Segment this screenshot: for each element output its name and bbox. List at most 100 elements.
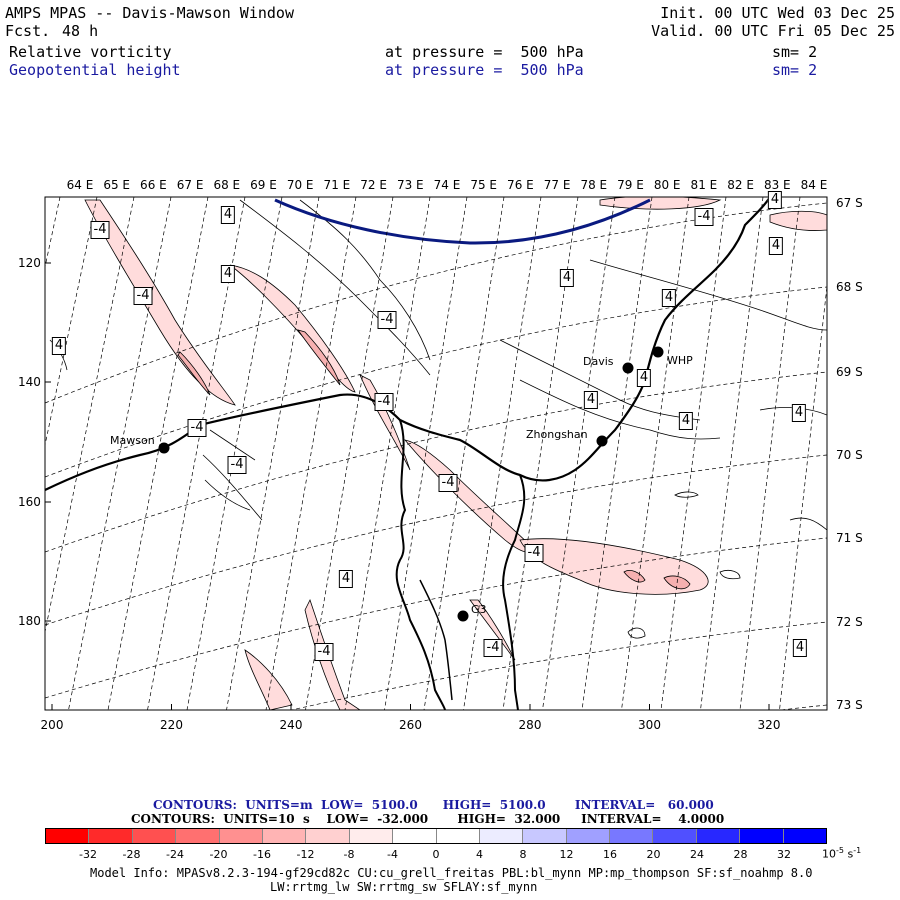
meridian-line bbox=[542, 197, 616, 710]
latitude-label: 67 S bbox=[836, 196, 863, 210]
meridian-line bbox=[700, 197, 764, 710]
colorbar-swatch bbox=[132, 829, 177, 843]
contour-label: 4 bbox=[338, 570, 354, 588]
meridian-line bbox=[463, 197, 542, 710]
contour-label: -4 bbox=[374, 393, 394, 411]
colorbar-swatch bbox=[523, 829, 567, 843]
longitude-label: 74 E bbox=[433, 178, 461, 192]
contour-label: 4 bbox=[792, 639, 808, 657]
contour-label: 4 bbox=[678, 412, 694, 430]
height-contour-info: CONTOURS: UNITS=m LOW= 5100.0 HIGH= 5100… bbox=[153, 798, 714, 812]
x-tick-label: 220 bbox=[160, 718, 183, 732]
latitude-label: 68 S bbox=[836, 280, 863, 294]
y-tick-label: 120 bbox=[18, 256, 41, 270]
station-label-davis: Davis bbox=[583, 355, 614, 368]
longitude-label: 81 E bbox=[690, 178, 718, 192]
meridian-line bbox=[226, 197, 320, 710]
station-label-mawson: Mawson bbox=[110, 434, 155, 447]
colorbar-swatch bbox=[262, 829, 307, 843]
colorbar-label: 28 bbox=[733, 848, 748, 861]
longitude-label: 79 E bbox=[617, 178, 644, 192]
station-marker-mawson bbox=[158, 442, 170, 454]
contour-label: -4 bbox=[227, 456, 247, 474]
colorbar-unit: 10-5 s-1 bbox=[822, 846, 862, 861]
meridian-line bbox=[581, 197, 653, 710]
longitude-label: 84 E bbox=[800, 178, 828, 192]
colorbar-label: -12 bbox=[296, 848, 315, 861]
colorbar-swatch bbox=[479, 829, 524, 843]
meridian-line bbox=[265, 197, 357, 710]
meridian-line bbox=[305, 197, 394, 710]
vorticity-shading bbox=[84, 197, 827, 710]
colorbar-label: -20 bbox=[209, 848, 228, 861]
contour-label: -4 bbox=[187, 419, 207, 437]
y-tick-label: 140 bbox=[18, 375, 41, 389]
colorbar-label: 20 bbox=[646, 848, 661, 861]
colorbar-swatch bbox=[176, 829, 220, 843]
longitude-label: 72 E bbox=[360, 178, 387, 192]
forecast-value: 48 h bbox=[62, 22, 99, 40]
meridian-line bbox=[660, 197, 727, 710]
longitude-label: 64 E bbox=[66, 178, 94, 192]
field2-level: at pressure = 500 hPa bbox=[385, 61, 584, 79]
station-label-g3: G3 bbox=[471, 603, 487, 616]
coastline-west bbox=[395, 419, 446, 710]
parallel-line bbox=[45, 454, 827, 626]
colorbar-swatch bbox=[349, 829, 394, 843]
meridian-line bbox=[739, 197, 801, 710]
contour-label: -4 bbox=[694, 208, 714, 226]
longitude-label: 75 E bbox=[470, 178, 498, 192]
y-tick-label: 180 bbox=[18, 614, 41, 628]
colorbar-swatch bbox=[566, 829, 611, 843]
contour-label: 4 bbox=[636, 369, 652, 387]
meridian-line bbox=[384, 197, 468, 710]
colorbar-swatch bbox=[436, 829, 480, 843]
frame-ticks bbox=[45, 262, 770, 710]
longitude-label: 71 E bbox=[323, 178, 351, 192]
longitude-label: 76 E bbox=[507, 178, 534, 192]
colorbar-label: 4 bbox=[476, 848, 483, 861]
meridian-line bbox=[186, 197, 283, 710]
contour-label: 4 bbox=[559, 269, 575, 287]
x-tick-label: 320 bbox=[757, 718, 781, 732]
latitude-label: 73 S bbox=[836, 698, 863, 712]
contour-label: 4 bbox=[768, 237, 784, 255]
station-label-zhongshan: Zhongshan bbox=[526, 428, 588, 441]
longitude-label: 80 E bbox=[653, 178, 681, 192]
colorbar-swatch bbox=[89, 829, 133, 843]
colorbar-swatch bbox=[783, 829, 827, 843]
colorbar-swatch bbox=[740, 829, 784, 843]
parallel-line bbox=[45, 371, 827, 553]
longitude-label: 83 E bbox=[763, 178, 791, 192]
field2-smoothing: sm= 2 bbox=[772, 61, 818, 79]
colorbar-label: -24 bbox=[166, 848, 184, 861]
plot-frame bbox=[44, 196, 828, 711]
colorbar-label: -16 bbox=[253, 848, 271, 861]
station-label-whp: WHP bbox=[667, 354, 693, 367]
colorbar-label: 12 bbox=[559, 848, 574, 861]
model-info-line1: Model Info: MPASv8.2.3-194-gf29cd82c CU:… bbox=[90, 866, 813, 880]
field2-name: Geopotential height bbox=[9, 61, 181, 79]
contour-label: -4 bbox=[483, 639, 503, 657]
geopotential-height-line bbox=[274, 198, 651, 245]
colorbar-label: -28 bbox=[122, 848, 141, 861]
contour-label: -4 bbox=[524, 544, 544, 562]
longitude-label: 77 E bbox=[543, 178, 571, 192]
valid-time: Valid. 00 UTC Fri 05 Dec 25 bbox=[651, 22, 895, 40]
parallel-line bbox=[45, 286, 827, 478]
longitude-label: 65 E bbox=[103, 178, 131, 192]
init-time: Init. 00 UTC Wed 03 Dec 25 bbox=[660, 4, 895, 22]
contour-label: 4 bbox=[767, 191, 783, 209]
contour-label: 4 bbox=[583, 391, 599, 409]
map-title: AMPS MPAS -- Davis-Mawson Window bbox=[5, 4, 294, 22]
y-tick-label: 160 bbox=[18, 495, 41, 509]
vorticity-contour-info: CONTOURS: UNITS=10 s LOW= -32.000 HIGH= … bbox=[131, 812, 725, 826]
contour-label: 4 bbox=[791, 404, 807, 422]
contour-label: -4 bbox=[90, 221, 110, 239]
colorbar-label: 24 bbox=[690, 848, 704, 861]
meridian-line bbox=[107, 197, 209, 710]
colorbar-label: -4 bbox=[387, 848, 398, 861]
colorbar-label: -32 bbox=[79, 848, 97, 861]
contour-label: -4 bbox=[438, 474, 458, 492]
meridian-line bbox=[779, 283, 827, 710]
